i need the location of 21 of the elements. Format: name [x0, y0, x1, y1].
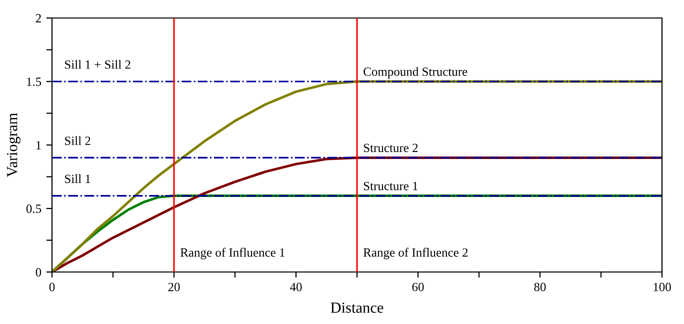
x-tick-label: 40 [290, 282, 302, 292]
y-tick-label: 2 [36, 14, 41, 22]
x-tick-label: 60 [412, 282, 424, 292]
ref-line-label: Range of Influence 2 [363, 248, 468, 260]
y-tick-label: 0 [36, 268, 42, 276]
ref-line-label: Sill 1 + Sill 2 [65, 60, 130, 69]
series-label: Structure 1 [364, 182, 418, 190]
ref-line-label: Sill 2 [65, 136, 90, 145]
series-label: Compound Structure [364, 67, 468, 78]
x-axis-title: Distance [330, 302, 384, 313]
x-tick-label: 0 [49, 282, 55, 292]
x-tick-label: 100 [654, 282, 671, 292]
y-tick-label: 0.5 [26, 204, 42, 214]
x-tick-label: 80 [534, 282, 546, 292]
y-tick-label: 1 [36, 141, 41, 150]
x-tick-label: 20 [168, 282, 180, 292]
y-tick-label: 1.5 [27, 78, 42, 86]
y-axis-title: Variogram [6, 113, 20, 178]
series-label: Structure 2 [364, 144, 418, 152]
ref-line-label: Sill 1 [65, 174, 90, 184]
ref-line-label: Range of Influence 1 [180, 248, 285, 260]
